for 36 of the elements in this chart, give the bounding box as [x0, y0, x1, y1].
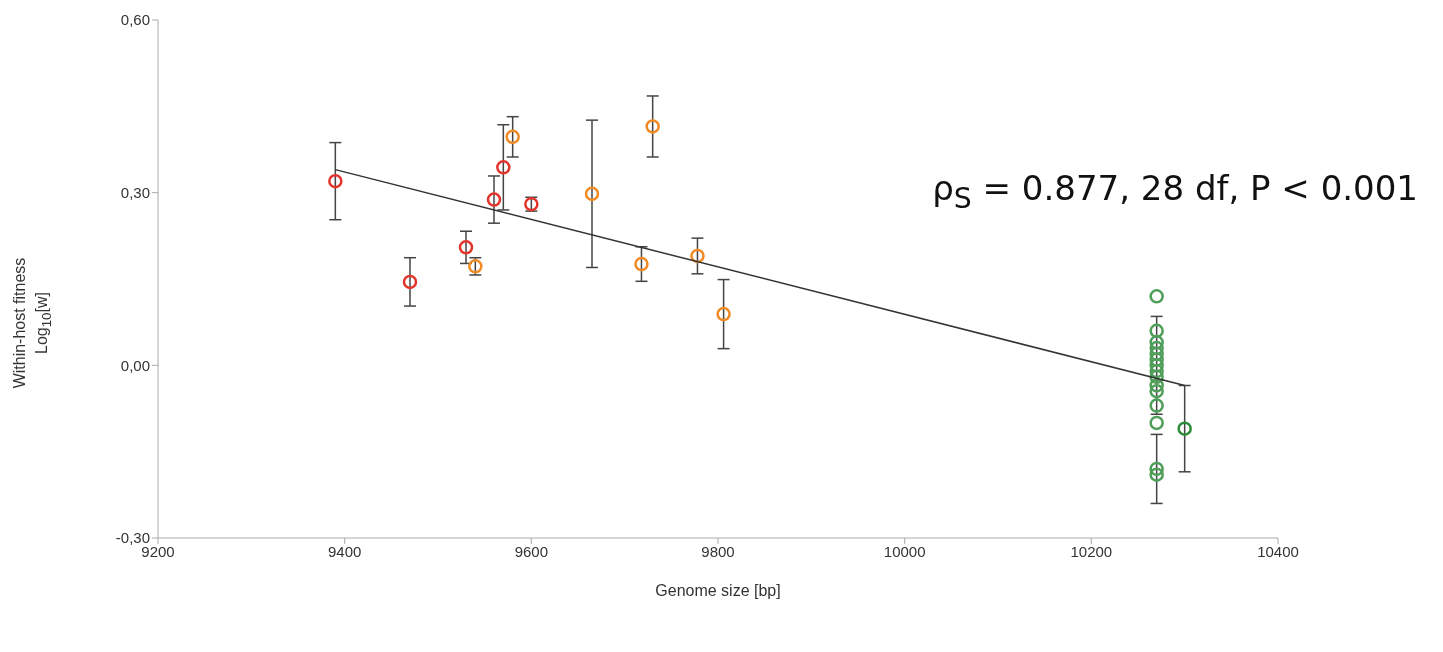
- point: [716, 306, 731, 322]
- point: [1149, 340, 1164, 356]
- point: [505, 129, 520, 145]
- point: [1149, 363, 1164, 379]
- point: [1149, 415, 1164, 431]
- x-tick-label: 9400: [327, 542, 362, 560]
- x-tick-label: 10200: [1070, 542, 1113, 560]
- point: [645, 119, 660, 134]
- point: [328, 173, 343, 189]
- point: [1149, 289, 1164, 304]
- x-tick-label: 10400: [1257, 542, 1299, 560]
- x-tick-label: 9800: [701, 542, 735, 560]
- point: [486, 192, 502, 207]
- y-tick-label: 0,00: [120, 356, 150, 374]
- point: [1149, 383, 1164, 399]
- point: [1149, 461, 1164, 477]
- point: [1149, 467, 1164, 482]
- point: [634, 256, 649, 272]
- point: [1177, 421, 1192, 436]
- point: [496, 160, 511, 175]
- point: [1149, 398, 1164, 413]
- point: [1149, 346, 1164, 362]
- annotation: ρ$_{S}$ = 0.877, 28 df, P < 0.001: [932, 168, 1418, 215]
- point: [1149, 378, 1164, 393]
- point: [1149, 335, 1164, 350]
- y-tick-label: 0,60: [120, 11, 150, 29]
- x-axis-title: Genome size [bp]: [655, 582, 781, 599]
- y-tick-label: 0,30: [120, 183, 150, 201]
- point: [1149, 323, 1164, 339]
- x-tick-label: 9600: [514, 542, 549, 560]
- x-tick-label: 10000: [883, 542, 926, 560]
- point: [584, 186, 600, 202]
- point: [458, 240, 474, 255]
- point: [402, 274, 418, 290]
- point: [1149, 358, 1164, 373]
- point: [1149, 352, 1164, 367]
